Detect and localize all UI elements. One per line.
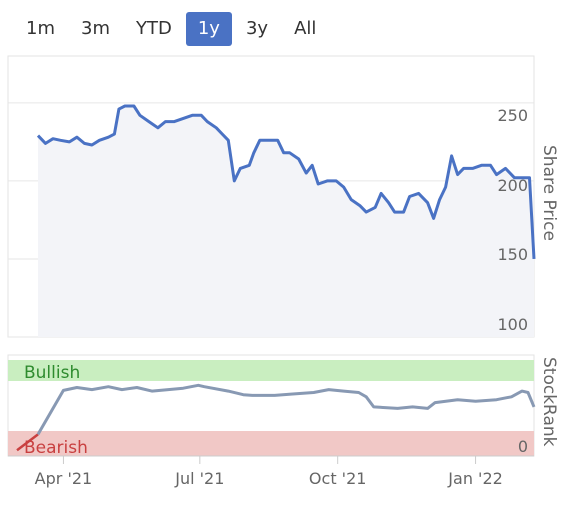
stockrank-panel [7,354,535,457]
stockrank-line [36,383,536,436]
price-tick-label: 150 [497,245,528,264]
bullish-band [8,360,534,381]
stockrank-line-bearish-segment [16,433,39,452]
price-tick-label: 100 [497,315,528,334]
range-all-button[interactable]: All [294,18,317,39]
stockrank-axis-label: StockRank [539,357,559,447]
range-1y-button[interactable]: 1y [185,12,232,46]
price-line [36,104,536,259]
range-3y-button[interactable]: 3y [245,18,269,39]
price-panel [7,55,535,338]
price-axis-label: Share Price [539,145,559,241]
bearish-band [8,431,534,456]
price-gridlines [8,102,534,338]
x-tick-label: Apr '21 [35,469,93,488]
x-axis-ticks: Apr '21 Jul '21 Oct '21 Jan '22 [35,456,503,488]
bullish-label: Bullish [24,363,80,383]
price-area [38,106,534,337]
price-tick-label: 250 [497,106,528,125]
x-tick-label: Oct '21 [309,469,367,488]
bearish-label: Bearish [24,438,88,458]
price-axis-ticks: 250 200 150 100 [497,106,528,334]
range-ytd-button[interactable]: YTD [136,18,172,39]
price-tick-label: 200 [497,176,528,195]
range-3m-button[interactable]: 3m [81,18,110,39]
stockrank-tick-label: 0 [518,437,528,456]
range-selector: 1m 3m YTD 1y 3y All [14,12,330,46]
range-1m-button[interactable]: 1m [26,18,55,39]
x-tick-label: Jan '22 [447,469,503,488]
x-tick-label: Jul '21 [174,469,224,488]
